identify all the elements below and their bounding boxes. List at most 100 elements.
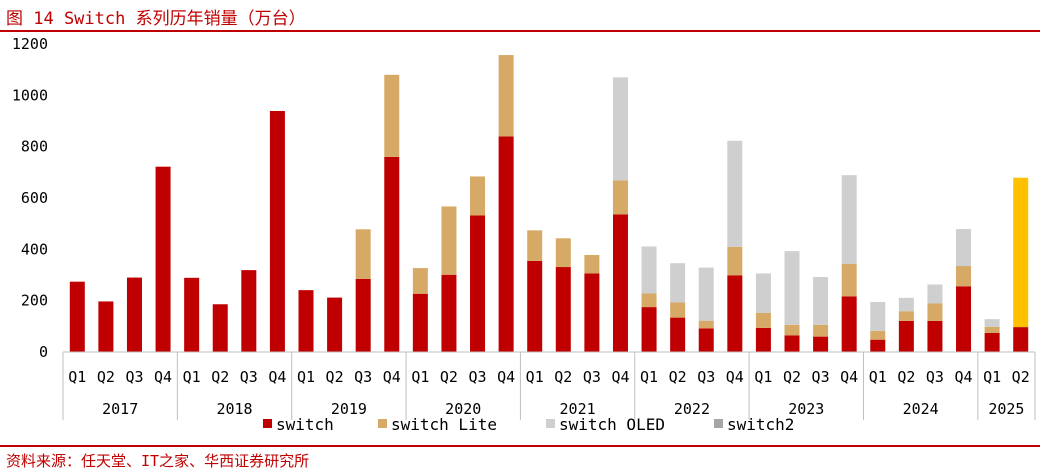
bar-switch <box>470 215 486 352</box>
legend-swatch <box>546 419 555 428</box>
bar-switch <box>527 260 543 352</box>
bar-switch-lite <box>412 268 428 294</box>
year-label: 2025 <box>988 400 1024 418</box>
bar-switch-lite <box>498 55 514 137</box>
bar-switch <box>355 278 371 352</box>
bar-switch-oled <box>841 175 857 264</box>
x-tick-label: Q3 <box>125 368 143 386</box>
bar-switch-lite <box>927 303 943 321</box>
bar-switch <box>269 110 285 353</box>
y-tick-label: 400 <box>21 240 48 258</box>
x-tick-label: Q4 <box>497 368 515 386</box>
bar-switch <box>612 214 628 352</box>
x-tick-label: Q1 <box>68 368 86 386</box>
legend-label: switch OLED <box>559 415 665 434</box>
bar-switch-lite <box>670 302 686 318</box>
x-tick-label: Q2 <box>326 368 344 386</box>
bar-switch-lite <box>813 324 829 337</box>
year-label: 2024 <box>903 400 939 418</box>
year-label: 2022 <box>674 400 710 418</box>
bar-switch-lite <box>898 311 914 321</box>
bar-switch <box>212 304 228 352</box>
x-tick-label: Q3 <box>697 368 715 386</box>
y-tick-label: 600 <box>21 189 48 207</box>
bar-switch <box>898 320 914 352</box>
x-tick-label: Q4 <box>840 368 858 386</box>
bar-switch-oled <box>870 301 886 331</box>
bar-switch <box>584 273 600 352</box>
legend-swatch <box>378 419 387 428</box>
bar-switch-oled <box>898 297 914 312</box>
bar-switch-lite <box>698 320 714 329</box>
x-tick-label: Q1 <box>869 368 887 386</box>
x-tick-label: Q4 <box>154 368 172 386</box>
bar-switch2 <box>1013 177 1029 328</box>
bar-switch <box>784 335 800 352</box>
bar-switch-lite <box>727 246 743 276</box>
x-tick-label: Q4 <box>383 368 401 386</box>
bar-switch <box>98 301 114 352</box>
bar-switch <box>755 327 771 352</box>
y-tick-label: 1200 <box>12 35 48 53</box>
x-tick-label: Q4 <box>726 368 744 386</box>
bar-switch <box>555 267 571 352</box>
source-note: 资料来源：任天堂、IT之家、华西证券研究所 <box>6 452 310 470</box>
bar-switch-lite <box>784 324 800 336</box>
title-rule <box>0 30 1040 32</box>
year-label: 2017 <box>102 400 138 418</box>
bar-switch <box>327 297 343 352</box>
x-tick-label: Q2 <box>554 368 572 386</box>
bar-switch-lite <box>527 230 543 261</box>
y-tick-label: 0 <box>39 343 48 361</box>
bar-switch <box>69 281 85 352</box>
legend-label: switch2 <box>727 415 794 434</box>
year-label: 2021 <box>560 400 596 418</box>
x-tick-label: Q3 <box>583 368 601 386</box>
bar-switch-oled <box>956 229 972 267</box>
bar-switch-oled <box>641 246 657 294</box>
bar-switch-oled <box>755 273 771 313</box>
x-tick-label: Q1 <box>754 368 772 386</box>
bar-switch-lite <box>384 74 400 157</box>
bar-switch-oled <box>927 284 943 304</box>
bar-switch <box>184 277 200 352</box>
x-tick-label: Q2 <box>783 368 801 386</box>
bar-switch-lite <box>984 326 1000 334</box>
bar-switch-oled <box>984 319 1000 327</box>
bar-switch-lite <box>355 229 371 279</box>
x-tick-label: Q1 <box>640 368 658 386</box>
x-tick-label: Q3 <box>240 368 258 386</box>
bar-switch-lite <box>956 266 972 287</box>
year-label: 2020 <box>445 400 481 418</box>
bar-switch <box>870 339 886 352</box>
bar-switch-lite <box>841 263 857 297</box>
bar-switch <box>670 317 686 352</box>
bar-switch-lite <box>870 330 886 340</box>
x-tick-label: Q2 <box>440 368 458 386</box>
y-tick-label: 800 <box>21 138 48 156</box>
bar-switch <box>1013 327 1029 352</box>
x-tick-label: Q1 <box>411 368 429 386</box>
bar-switch <box>641 307 657 352</box>
bar-switch-lite <box>584 254 600 274</box>
bar-switch-oled <box>670 263 686 303</box>
legend-swatch <box>263 419 272 428</box>
bar-switch-oled <box>727 140 743 247</box>
x-tick-label: Q3 <box>354 368 372 386</box>
bar-switch <box>441 274 457 352</box>
bar-switch-oled <box>784 251 800 325</box>
source-rule <box>0 445 1040 447</box>
bar-switch <box>498 136 514 352</box>
legend-label: switch Lite <box>391 415 497 434</box>
bar-switch <box>956 286 972 352</box>
bar-switch-oled <box>612 77 628 181</box>
x-tick-label: Q1 <box>983 368 1001 386</box>
x-tick-label: Q2 <box>1012 368 1030 386</box>
bar-switch <box>813 336 829 352</box>
x-tick-label: Q1 <box>297 368 315 386</box>
chart-title: 图 14 Switch 系列历年销量（万台） <box>6 9 306 29</box>
x-tick-label: Q3 <box>926 368 944 386</box>
bar-switch <box>412 293 428 352</box>
bar-switch <box>241 270 257 352</box>
